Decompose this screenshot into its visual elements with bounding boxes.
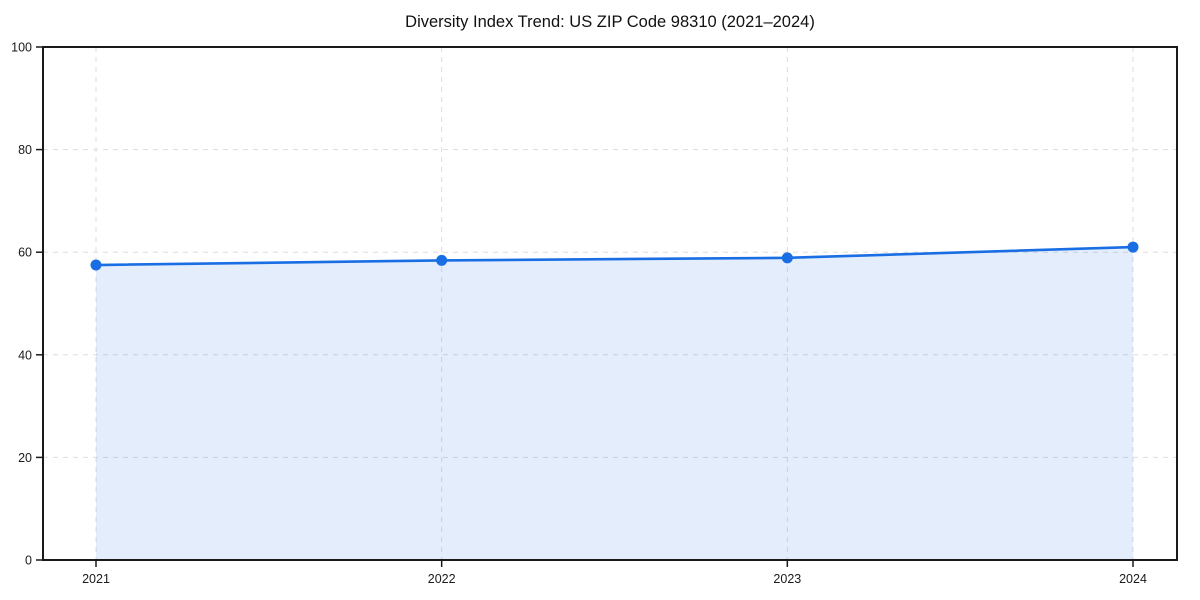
data-point [436, 254, 448, 266]
y-tick-label: 80 [18, 143, 32, 157]
y-tick-label: 100 [11, 41, 32, 55]
chart-title: Diversity Index Trend: US ZIP Code 98310… [405, 13, 815, 31]
y-tick-label: 40 [18, 348, 32, 362]
y-tick-label: 20 [18, 451, 32, 465]
data-point [90, 259, 102, 271]
plot-border [42, 46, 1178, 561]
area-fill [96, 247, 1133, 560]
data-point [781, 252, 793, 264]
y-tick-label: 0 [25, 554, 32, 568]
x-tick-label: 2022 [428, 572, 456, 586]
x-tick-label: 2024 [1119, 572, 1147, 586]
trend-line [94, 245, 1135, 267]
x-tick-label: 2023 [773, 572, 801, 586]
x-tick-label: 2021 [82, 572, 110, 586]
data-point [1127, 241, 1139, 253]
y-tick-label: 60 [18, 246, 32, 260]
